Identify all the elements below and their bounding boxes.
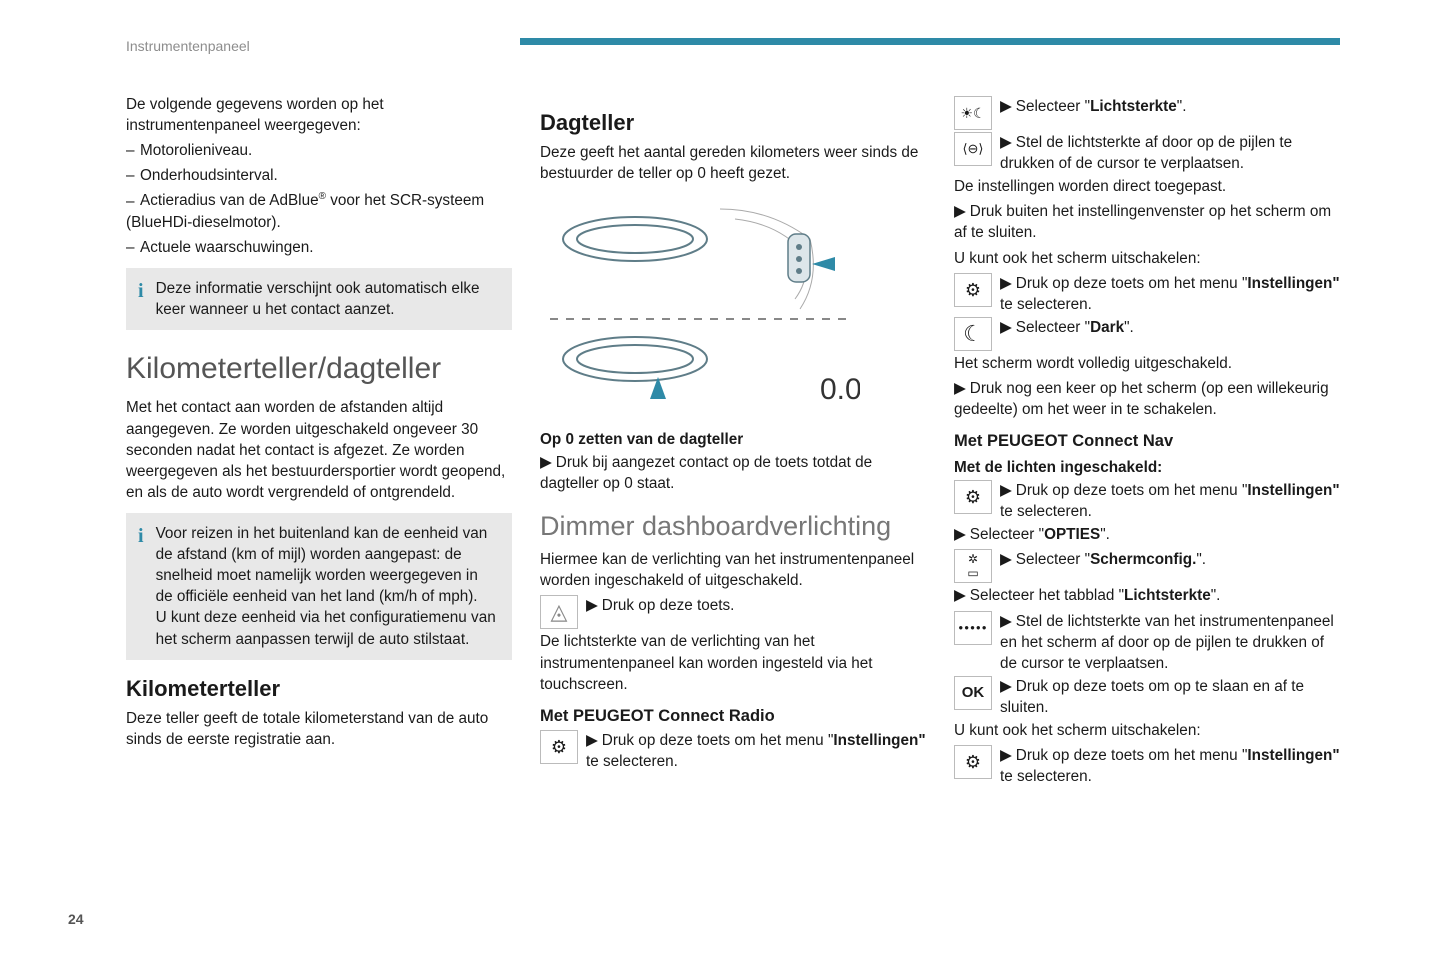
heading-reset: Op 0 zetten van de dagteller — [540, 429, 926, 450]
body-text: Het scherm wordt volledig uitgeschakeld. — [954, 353, 1340, 374]
heading-kilometerteller: Kilometerteller — [126, 674, 512, 704]
action-text: ▶Druk op deze toets. — [586, 595, 926, 616]
action-text: ▶Selecteer "OPTIES". — [954, 524, 1340, 545]
info-box: i Voor reizen in het buitenland kan de e… — [126, 513, 512, 660]
body-text: U kunt ook het scherm uitschakelen: — [954, 720, 1340, 741]
info-icon: i — [138, 523, 144, 650]
slider-dots-icon: ●●●●● — [954, 611, 992, 645]
action-text: ▶Druk op deze toets om het menu "Instell… — [1000, 273, 1340, 315]
ok-icon: OK — [954, 676, 992, 710]
button-icon: ◬ — [540, 595, 578, 629]
gear-icon: ⚙ — [954, 480, 992, 514]
action-text: ▶Selecteer het tabblad "Lichtsterkte". — [954, 585, 1340, 606]
gear-icon: ⚙ — [540, 730, 578, 764]
body-text: Deze geeft het aantal gereden kilometers… — [540, 142, 926, 184]
header-label: Instrumentenpaneel — [126, 38, 250, 54]
dagteller-figure: 0.0 — [540, 199, 860, 409]
action-text: ▶Druk op deze toets om het menu "Instell… — [1000, 480, 1340, 522]
list-item: –Motorolieniveau. — [126, 140, 512, 161]
action-text: ▶Druk op deze toets om op te slaan en af… — [1000, 676, 1340, 718]
info-text: Deze informatie verschijnt ook automatis… — [156, 278, 498, 320]
heading-dagteller: Dagteller — [540, 108, 926, 138]
list-item: –Onderhoudsinterval. — [126, 165, 512, 186]
intro-text: De volgende gegevens worden op het instr… — [126, 94, 512, 136]
column-2: Dagteller Deze geeft het aantal gereden … — [540, 94, 926, 789]
action-text: ▶Druk buiten het instellingenvenster op … — [954, 201, 1340, 243]
action-text: ▶Selecteer "Dark". — [1000, 317, 1340, 338]
column-3: ☀☾ ▶Selecteer "Lichtsterkte". ⟨⊖⟩ ▶Stel … — [954, 94, 1340, 789]
column-1: De volgende gegevens worden op het instr… — [126, 94, 512, 789]
action-text: ▶Druk op deze toets om het menu "Instell… — [1000, 745, 1340, 787]
counter-value: 0.0 — [820, 373, 860, 406]
gear-icon: ⚙ — [954, 273, 992, 307]
body-text: U kunt ook het scherm uitschakelen: — [954, 248, 1340, 269]
gear-icon: ⚙ — [954, 745, 992, 779]
action-text: ▶Druk bij aangezet contact op de toets t… — [540, 452, 926, 494]
list-item: –Actuele waarschuwingen. — [126, 237, 512, 258]
info-text: Voor reizen in het buitenland kan de een… — [156, 523, 498, 607]
action-text: ▶Selecteer "Lichtsterkte". — [1000, 96, 1340, 117]
body-text: Deze teller geeft de totale kilometersta… — [126, 708, 512, 750]
list-item: –Actieradius van de AdBlue® voor het SCR… — [126, 190, 512, 232]
brightness-icon: ☀☾ — [954, 96, 992, 130]
info-text: U kunt deze eenheid via het configuratie… — [156, 607, 498, 649]
body-text: De lichtsterkte van de verlichting van h… — [540, 631, 926, 694]
action-text: ▶Stel de lichtsterkte af door op de pijl… — [1000, 132, 1340, 174]
body-text: Hiermee kan de verlichting van het instr… — [540, 549, 926, 591]
heading-connect-radio: Met PEUGEOT Connect Radio — [540, 705, 926, 728]
heading-lights-on: Met de lichten ingeschakeld: — [954, 457, 1340, 478]
action-text: ▶Druk op deze toets om het menu "Instell… — [586, 730, 926, 772]
action-text: ▶Druk nog een keer op het scherm (op een… — [954, 378, 1340, 420]
header-accent-bar — [520, 38, 1340, 45]
heading-kilometerteller-dagteller: Kilometerteller/dagteller — [126, 348, 512, 389]
heading-dimmer: Dimmer dashboardverlichting — [540, 508, 926, 545]
info-icon: i — [138, 278, 144, 320]
moon-icon: ☾ — [954, 317, 992, 351]
page-number: 24 — [68, 911, 84, 927]
action-text: ▶Stel de lichtsterkte van het instrument… — [1000, 611, 1340, 674]
arrows-icon: ⟨⊖⟩ — [954, 132, 992, 166]
body-text: Met het contact aan worden de afstanden … — [126, 397, 512, 503]
screen-config-icon: ✲▭ — [954, 549, 992, 583]
action-text: ▶Selecteer "Schermconfig.". — [1000, 549, 1340, 570]
body-text: De instellingen worden direct toegepast. — [954, 176, 1340, 197]
heading-connect-nav: Met PEUGEOT Connect Nav — [954, 430, 1340, 453]
info-box: i Deze informatie verschijnt ook automat… — [126, 268, 512, 330]
